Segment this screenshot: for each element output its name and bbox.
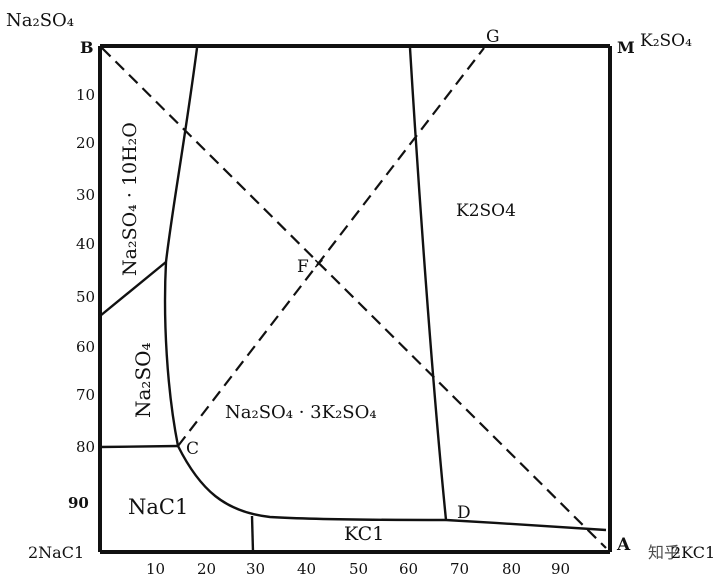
x-tick-50: 50 xyxy=(349,560,368,578)
boundary-nacl-upper xyxy=(99,444,179,449)
corner-label-top-left: Na₂SO₄ xyxy=(6,10,74,31)
region-label-k2so4: K2SO4 xyxy=(456,201,516,221)
corner-label-top-right: K₂SO₄ xyxy=(640,31,692,51)
x-axis-ticks: 10 20 30 40 50 60 70 80 90 xyxy=(146,560,570,578)
boundary-C-to-KCl xyxy=(176,445,447,522)
y-tick-90: 90 xyxy=(68,494,89,512)
boundary-k2so4 xyxy=(408,47,448,521)
region-label-nacl: NaC1 xyxy=(128,495,188,519)
point-label-D: D xyxy=(457,503,471,523)
y-tick-20: 20 xyxy=(76,134,95,152)
y-tick-30: 30 xyxy=(76,186,95,204)
region-label-na2so4: Na₂SO₄ xyxy=(131,342,155,418)
y-tick-10: 10 xyxy=(76,86,95,104)
x-tick-90: 90 xyxy=(551,560,570,578)
diagonal-BA xyxy=(101,47,607,549)
region-label-kcl: KC1 xyxy=(344,523,384,545)
point-label-C: C xyxy=(186,439,199,459)
boundary-decahydrate-upper xyxy=(163,47,199,447)
boundary-nacl-kcl xyxy=(250,515,255,553)
y-tick-50: 50 xyxy=(76,288,95,306)
corner-label-bottom-left: 2NaC1 xyxy=(28,543,84,562)
point-label-M: M xyxy=(617,38,635,57)
point-label-G: G xyxy=(486,27,500,47)
x-tick-40: 40 xyxy=(297,560,316,578)
point-label-B: B xyxy=(80,38,94,57)
x-tick-60: 60 xyxy=(399,560,418,578)
x-tick-20: 20 xyxy=(197,560,216,578)
y-axis-ticks: 10 20 30 40 50 60 70 80 90 xyxy=(68,86,95,512)
point-F-marker: × xyxy=(313,256,325,272)
y-tick-80: 80 xyxy=(76,438,95,456)
corner-label-bottom-right: 2KC1 xyxy=(671,543,715,562)
watermark: 知乎 xyxy=(648,543,680,562)
point-label-F: F xyxy=(297,257,309,277)
region-label-decahydrate: Na₂SO₄ · 10H₂O xyxy=(119,122,141,276)
x-tick-30: 30 xyxy=(246,560,265,578)
point-label-A: A xyxy=(616,535,631,555)
diagonal-CG xyxy=(177,47,485,447)
boundary-D-to-A xyxy=(445,518,607,532)
region-label-glaserite: Na₂SO₄ · 3K₂SO₄ xyxy=(225,402,377,423)
boundary-decahydrate-lower xyxy=(99,261,167,317)
x-tick-70: 70 xyxy=(450,560,469,578)
y-tick-40: 40 xyxy=(76,235,95,253)
x-tick-80: 80 xyxy=(502,560,521,578)
y-tick-60: 60 xyxy=(76,338,95,356)
x-tick-10: 10 xyxy=(146,560,165,578)
y-tick-70: 70 xyxy=(76,386,95,404)
